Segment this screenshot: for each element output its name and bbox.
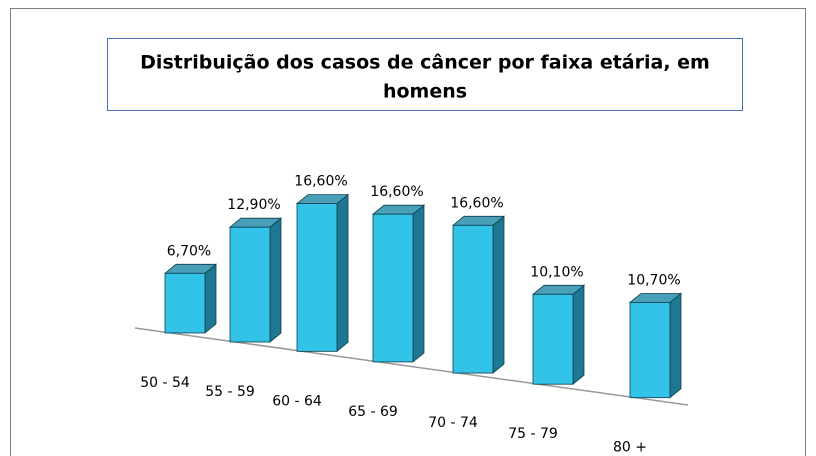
bar: [452, 224, 494, 374]
x-tick-label: 60 - 64: [272, 393, 322, 409]
bar-side: [572, 284, 585, 386]
bar: [296, 203, 338, 352]
x-tick-label: 75 - 79: [508, 426, 558, 442]
chart-title: homens: [383, 81, 467, 103]
x-tick-label: 80 +: [613, 440, 647, 456]
value-label: 10,10%: [530, 264, 583, 280]
value-label: 16,60%: [370, 184, 423, 200]
baseline: [134, 327, 689, 406]
bar-side: [269, 217, 282, 343]
x-tick-label: 55 - 59: [205, 384, 255, 400]
bar-side: [412, 204, 425, 363]
bar-side: [669, 292, 682, 399]
bar-side: [492, 215, 505, 374]
value-label: 6,70%: [167, 243, 211, 259]
bar: [372, 213, 414, 363]
bar: [629, 302, 671, 399]
value-label: 10,70%: [627, 272, 680, 288]
bar: [532, 293, 574, 385]
x-tick-label: 50 - 54: [140, 375, 190, 391]
bar-side: [204, 263, 217, 334]
title-box: [107, 38, 743, 111]
chart-title: Distribuição dos casos de câncer por fai…: [140, 52, 710, 74]
x-tick-label: 70 - 74: [428, 415, 478, 431]
bar: [164, 272, 206, 334]
x-tick-label: 65 - 69: [348, 404, 398, 420]
bar-side: [336, 193, 349, 353]
value-label: 16,60%: [450, 195, 503, 211]
bar: [229, 226, 271, 343]
value-label: 12,90%: [227, 197, 280, 213]
value-label: 16,60%: [294, 174, 347, 190]
